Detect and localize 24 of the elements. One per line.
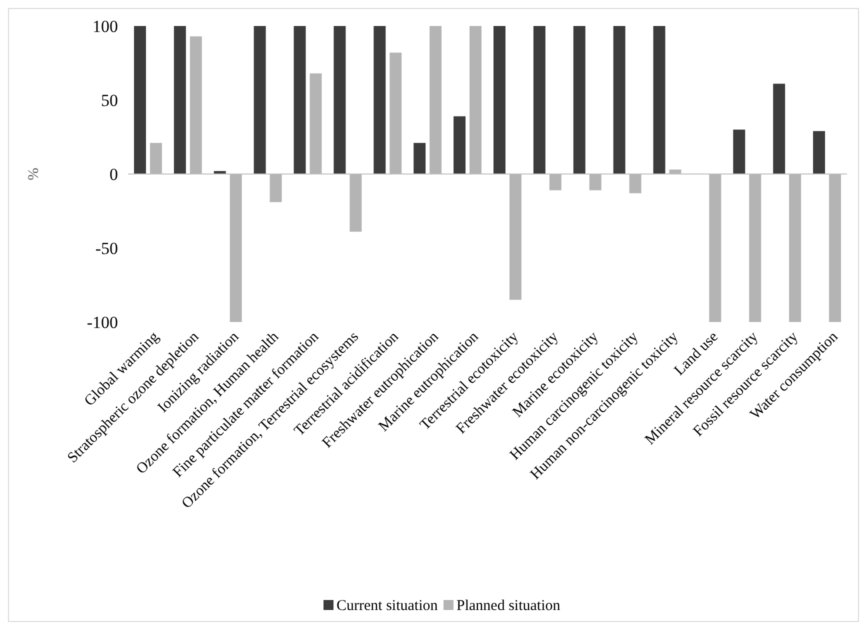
bar [174, 26, 186, 174]
bar [254, 26, 266, 174]
bar [813, 131, 826, 174]
bar [533, 26, 546, 174]
bar [294, 26, 306, 174]
bar [493, 26, 506, 174]
bar [773, 84, 786, 174]
y-axis-title: % [26, 168, 42, 180]
bar [653, 26, 666, 174]
bar [573, 26, 586, 174]
legend-label: Planned situation [456, 598, 561, 614]
bar [134, 26, 146, 174]
bar [374, 26, 386, 174]
bar [733, 130, 746, 174]
y-tick-label: -50 [95, 238, 118, 258]
bar [454, 116, 466, 174]
legend-label: Current situation [336, 598, 438, 614]
y-tick-label: 100 [92, 16, 118, 36]
bar [613, 26, 626, 174]
y-tick-label: -100 [86, 312, 118, 332]
bar [334, 26, 346, 174]
bar [414, 142, 426, 174]
y-tick-label: 0 [110, 164, 118, 184]
y-tick-label: 50 [101, 90, 118, 110]
